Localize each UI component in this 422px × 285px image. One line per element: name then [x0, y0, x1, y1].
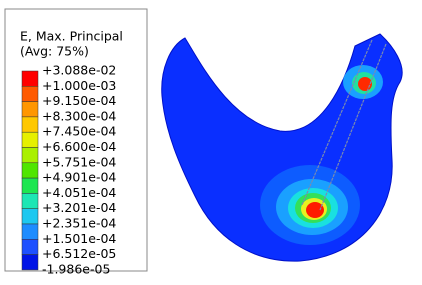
- legend-label: +4.901e-04: [42, 170, 116, 185]
- bone-model: [161, 33, 403, 262]
- legend-label: +9.150e-04: [42, 93, 116, 108]
- legend-swatch: [21, 147, 39, 164]
- legend-swatch: [21, 208, 39, 225]
- legend-swatch: [21, 131, 39, 148]
- legend-swatch: [21, 101, 39, 118]
- legend-swatch: [21, 177, 39, 194]
- legend-label: +1.501e-04: [42, 231, 116, 246]
- legend-swatch: [21, 239, 39, 255]
- legend-swatch: [21, 70, 39, 87]
- legend-label: +7.450e-04: [42, 124, 116, 139]
- legend-label: +4.051e-04: [42, 185, 116, 200]
- legend-swatch: [21, 86, 39, 102]
- legend-swatch: [21, 223, 39, 240]
- legend-label: +3.088e-02: [42, 63, 116, 78]
- legend: +3.088e-02+1.000e-03+9.150e-04+8.300e-04…: [21, 63, 116, 276]
- legend-label: -1.986e-05: [42, 261, 110, 276]
- legend-label: +8.300e-04: [42, 108, 116, 123]
- legend-label: +3.201e-04: [42, 200, 116, 215]
- legend-subtitle: (Avg: 75%): [20, 44, 89, 59]
- legend-label: +6.600e-04: [42, 139, 116, 154]
- legend-swatch: [21, 162, 39, 179]
- legend-label: +2.351e-04: [42, 216, 116, 231]
- legend-label: +6.512e-05: [42, 246, 116, 261]
- legend-swatch: [21, 116, 39, 133]
- legend-label: +5.751e-04: [42, 154, 116, 169]
- legend-label: +1.000e-03: [42, 78, 116, 93]
- legend-title: E, Max. Principal: [20, 29, 123, 44]
- legend-swatch: [21, 254, 39, 271]
- legend-swatch: [21, 193, 39, 209]
